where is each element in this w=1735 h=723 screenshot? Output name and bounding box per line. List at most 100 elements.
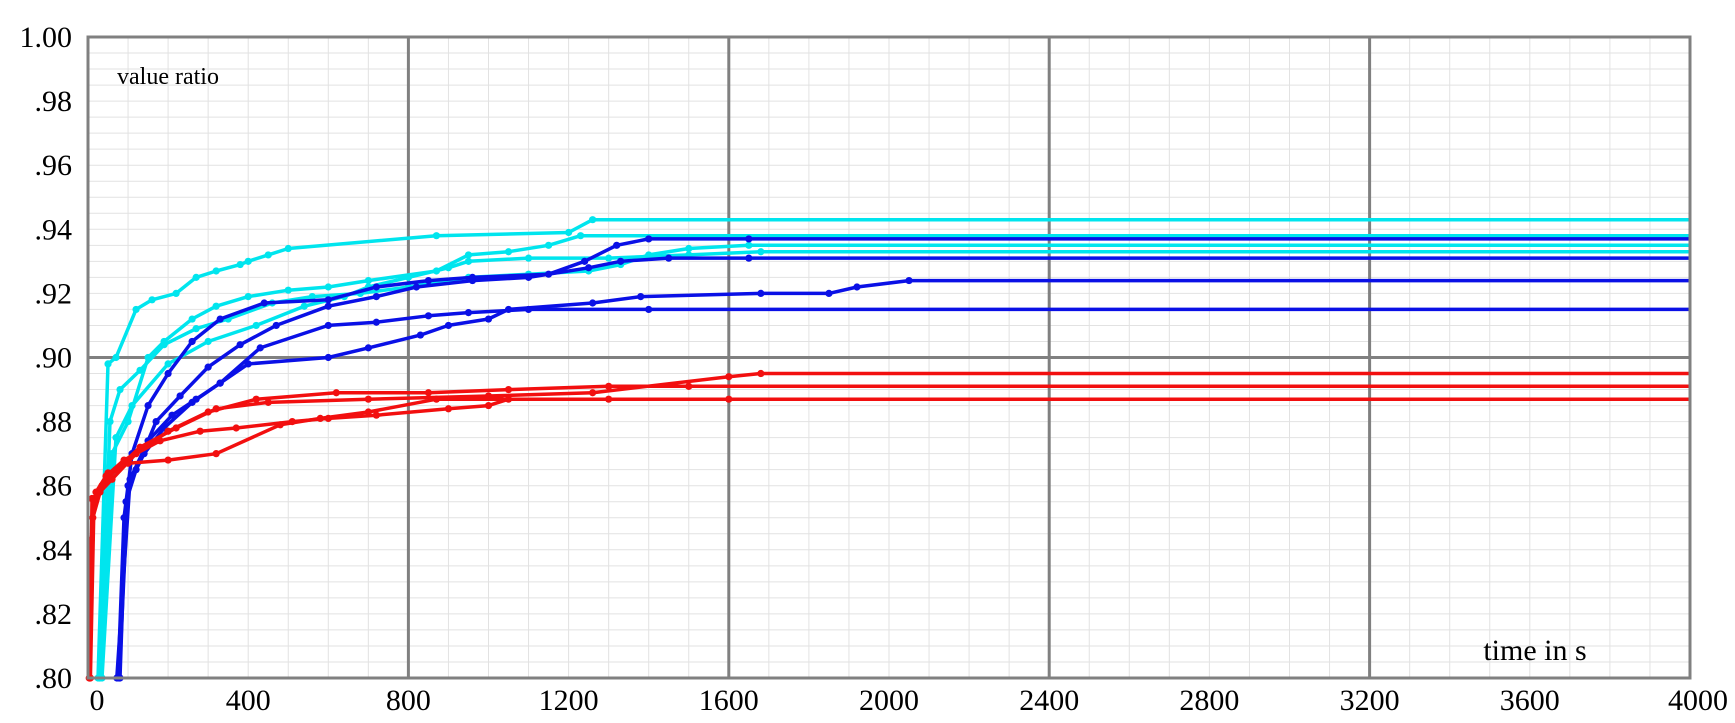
series-line — [88, 397, 1690, 679]
data-point — [637, 293, 645, 301]
data-point — [196, 427, 204, 435]
data-point — [212, 302, 220, 310]
data-point — [272, 321, 280, 330]
data-point — [685, 244, 693, 253]
data-point — [324, 302, 332, 310]
plot-frame — [86, 35, 1692, 680]
data-point — [216, 379, 224, 387]
data-point — [212, 450, 220, 458]
data-point — [464, 257, 473, 265]
data-point — [232, 424, 240, 432]
data-point — [444, 321, 453, 330]
series-6 — [116, 254, 1690, 682]
data-point — [188, 337, 196, 346]
data-point — [204, 337, 212, 346]
data-point — [444, 264, 453, 272]
data-point — [284, 286, 292, 294]
data-point — [372, 411, 380, 419]
data-point — [468, 276, 477, 285]
data-point — [364, 408, 372, 416]
data-point — [364, 395, 372, 403]
data-point — [252, 321, 260, 330]
data-point — [424, 276, 433, 285]
data-point — [244, 257, 252, 265]
data-point — [372, 318, 380, 326]
data-point — [212, 267, 220, 275]
data-point — [364, 344, 372, 352]
data-point — [589, 299, 597, 307]
data-point — [745, 254, 753, 262]
series-line — [118, 256, 1690, 679]
data-point — [424, 312, 433, 320]
data-point — [605, 382, 613, 390]
data-point — [144, 401, 152, 410]
data-point — [412, 283, 421, 291]
data-point — [172, 289, 180, 297]
data-point — [745, 241, 753, 249]
data-point — [90, 498, 98, 506]
data-point — [745, 235, 753, 243]
y-tick-label: .90 — [35, 342, 73, 375]
x-tick-label: 2400 — [1019, 684, 1079, 717]
y-tick-label: .94 — [35, 213, 73, 246]
data-point — [204, 363, 212, 371]
data-point — [324, 414, 332, 422]
data-point — [324, 296, 332, 304]
series-12 — [86, 395, 1690, 682]
data-point — [444, 405, 453, 413]
data-point — [565, 228, 573, 237]
data-point — [288, 418, 296, 426]
data-point — [484, 315, 493, 323]
data-point — [152, 418, 160, 426]
data-point — [160, 341, 168, 349]
data-point — [112, 434, 120, 442]
x-tick-label: 0 — [90, 684, 105, 717]
data-point — [757, 289, 765, 297]
data-point — [825, 289, 833, 297]
data-point — [589, 389, 597, 397]
data-point — [324, 353, 332, 362]
data-point — [212, 405, 220, 413]
data-point — [236, 341, 244, 349]
series-line — [97, 233, 1690, 679]
data-point — [432, 232, 441, 240]
data-point — [164, 360, 172, 368]
x-tick-label: 3200 — [1340, 684, 1400, 717]
data-point — [504, 385, 513, 394]
data-point — [332, 389, 340, 397]
data-point — [300, 302, 308, 310]
data-point — [192, 325, 200, 333]
data-point — [216, 315, 224, 323]
x-axis-label: time in s — [1483, 634, 1586, 667]
tick-labels: .80 .82 .84 .86 .88 .90 .92 .94 .96 .98 1.00 0 400 80… — [20, 21, 1729, 717]
data-point — [324, 283, 332, 291]
data-point — [132, 305, 140, 314]
data-point — [757, 248, 765, 256]
y-tick-label: 1.00 — [20, 21, 73, 54]
data-point — [577, 232, 585, 240]
series-line — [117, 278, 1690, 679]
data-point — [524, 305, 533, 314]
y-tick-label: .82 — [35, 598, 73, 631]
data-point — [192, 273, 200, 281]
data-point — [645, 235, 653, 243]
data-point — [168, 411, 176, 419]
data-point — [613, 241, 621, 249]
x-tick-label: 1200 — [539, 684, 599, 717]
y-tick-label: .86 — [35, 470, 73, 503]
data-point — [104, 360, 112, 368]
data-point — [424, 389, 433, 397]
data-point — [364, 276, 372, 285]
data-point — [172, 424, 180, 432]
series-line — [96, 217, 1690, 679]
data-point — [164, 456, 172, 464]
data-point — [524, 273, 533, 281]
data-point — [126, 475, 134, 483]
data-point — [905, 276, 913, 285]
data-point — [176, 392, 184, 400]
data-point — [504, 248, 513, 256]
y-tick-label: .80 — [35, 662, 73, 695]
data-point — [128, 401, 136, 410]
data-point — [665, 254, 673, 262]
data-point — [617, 257, 625, 265]
